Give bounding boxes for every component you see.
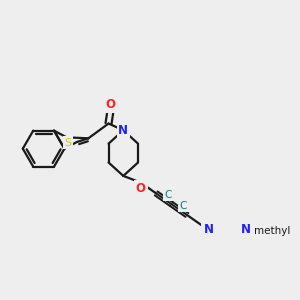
Text: C: C (180, 200, 187, 211)
Text: methyl: methyl (254, 226, 290, 236)
Text: S: S (64, 138, 71, 148)
Text: N: N (241, 223, 251, 236)
Text: C: C (164, 190, 172, 200)
Text: N: N (118, 124, 128, 137)
Text: N: N (203, 223, 213, 236)
Text: O: O (106, 98, 116, 111)
Text: O: O (136, 182, 146, 195)
